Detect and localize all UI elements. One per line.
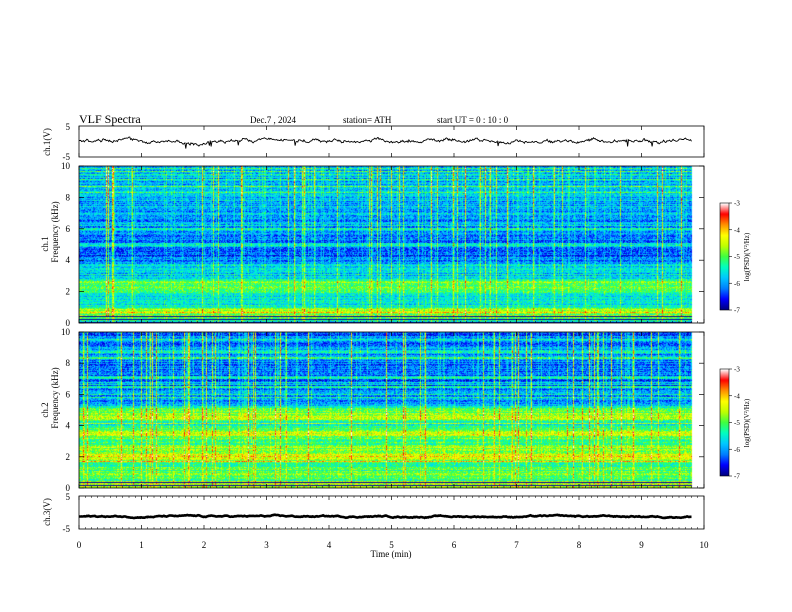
y-tick-label: 6 bbox=[66, 224, 71, 234]
ch2-colorbar bbox=[720, 369, 729, 476]
ch3-ylabel: ch.3(V) bbox=[42, 498, 52, 526]
x-tick-label: 0 bbox=[77, 540, 82, 550]
y-tick-label: 2 bbox=[66, 452, 71, 462]
x-tick-label: 3 bbox=[264, 540, 269, 550]
y-tick-label: 0 bbox=[66, 318, 71, 328]
ch1-trace bbox=[78, 136, 692, 149]
colorbar-tick-label: -3 bbox=[734, 200, 740, 208]
y-tick-label: 10 bbox=[61, 327, 71, 337]
x-axis-label: Time (min) bbox=[371, 549, 412, 559]
ch2-spec-ylabel-line1: ch.2 bbox=[40, 402, 50, 417]
x-tick-label: 9 bbox=[639, 540, 644, 550]
colorbar-tick-label: -4 bbox=[734, 226, 740, 234]
start-time-label: start UT = 0 : 10 : 0 bbox=[437, 115, 509, 125]
x-tick-label: 5 bbox=[389, 540, 394, 550]
colorbar-tick-label: -6 bbox=[734, 446, 740, 454]
ch1-spec-ylabel-line1: ch.1 bbox=[40, 236, 50, 251]
colorbar-tick-label: -5 bbox=[734, 253, 740, 261]
figure-title: VLF Spectra bbox=[79, 112, 141, 126]
station-label: station= ATH bbox=[343, 115, 392, 125]
y-tick-label: 0 bbox=[66, 483, 71, 493]
colorbar-tick-label: -7 bbox=[734, 473, 740, 481]
ch2-spectrogram-image bbox=[79, 332, 704, 488]
ch1-spec-ylabel-line2: Frequency (kHz) bbox=[50, 201, 60, 262]
ch3-ytick-bottom: -5 bbox=[63, 524, 71, 534]
y-tick-label: 8 bbox=[66, 192, 71, 202]
x-tick-label: 7 bbox=[514, 540, 519, 550]
y-tick-label: 10 bbox=[61, 161, 71, 171]
ch3-trace bbox=[79, 513, 692, 520]
date-label: Dec.7 , 2024 bbox=[250, 115, 296, 125]
x-tick-label: 4 bbox=[327, 540, 332, 550]
colorbar-tick-label: -3 bbox=[734, 366, 740, 374]
y-tick-label: 2 bbox=[66, 287, 71, 297]
ch3-frame bbox=[78, 495, 705, 530]
ch1-spectrogram-image bbox=[79, 166, 704, 323]
ch2-spec-ylabel-line2: Frequency (kHz) bbox=[50, 367, 60, 428]
x-tick-label: 2 bbox=[202, 540, 207, 550]
colorbar-tick-label: -6 bbox=[734, 280, 740, 288]
colorbar-tick-label: -7 bbox=[734, 307, 740, 315]
ch1-ytick-bottom: -5 bbox=[63, 152, 71, 162]
x-tick-label: 10 bbox=[700, 540, 710, 550]
ch1-colorbar bbox=[720, 203, 729, 310]
x-tick-label: 6 bbox=[452, 540, 457, 550]
x-tick-label: 8 bbox=[577, 540, 582, 550]
y-tick-label: 6 bbox=[66, 389, 71, 399]
ch1-colorbar-label: log(PSD)(V²/Hz) bbox=[743, 232, 751, 281]
ch1-ytick-top: 5 bbox=[66, 122, 71, 132]
y-tick-label: 4 bbox=[66, 421, 71, 431]
x-tick-label: 1 bbox=[139, 540, 144, 550]
ch1-ylabel: ch.1(V) bbox=[42, 128, 52, 156]
y-tick-label: 8 bbox=[66, 358, 71, 368]
ch2-colorbar-label: log(PSD)(V²/Hz) bbox=[743, 398, 751, 447]
colorbar-tick-label: -4 bbox=[734, 392, 740, 400]
x-axis-ticks: 0 1 2 3 4 5 6 7 8 9 10 bbox=[77, 126, 709, 550]
y-tick-label: 4 bbox=[66, 255, 71, 265]
colorbar-tick-label: -5 bbox=[734, 419, 740, 427]
ch3-ytick-top: 5 bbox=[66, 492, 71, 502]
